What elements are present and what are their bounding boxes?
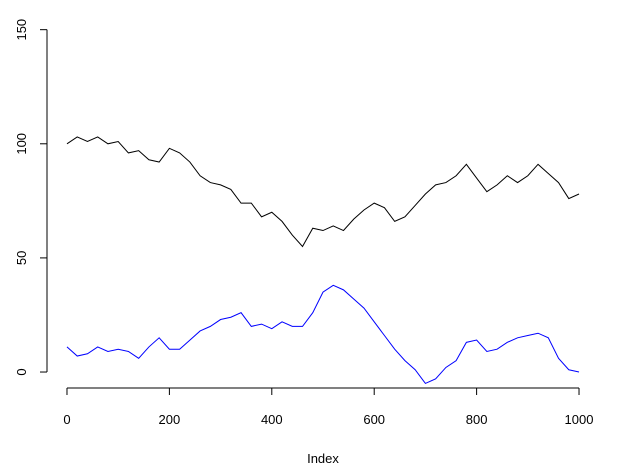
x-tick-label: 800	[466, 412, 488, 427]
data-line	[66, 284, 580, 385]
data-line	[66, 136, 580, 248]
x-axis-label: Index	[307, 451, 339, 466]
x-tick-label: 1000	[565, 412, 594, 427]
y-tick-label: 150	[14, 19, 29, 41]
y-tick-label: 50	[14, 251, 29, 265]
y-tick-label: 0	[14, 368, 29, 375]
x-tick-label: 0	[63, 412, 70, 427]
x-tick-label: 200	[159, 412, 181, 427]
y-tick-label: 100	[14, 133, 29, 155]
x-tick-label: 400	[261, 412, 283, 427]
x-tick-label: 600	[363, 412, 385, 427]
